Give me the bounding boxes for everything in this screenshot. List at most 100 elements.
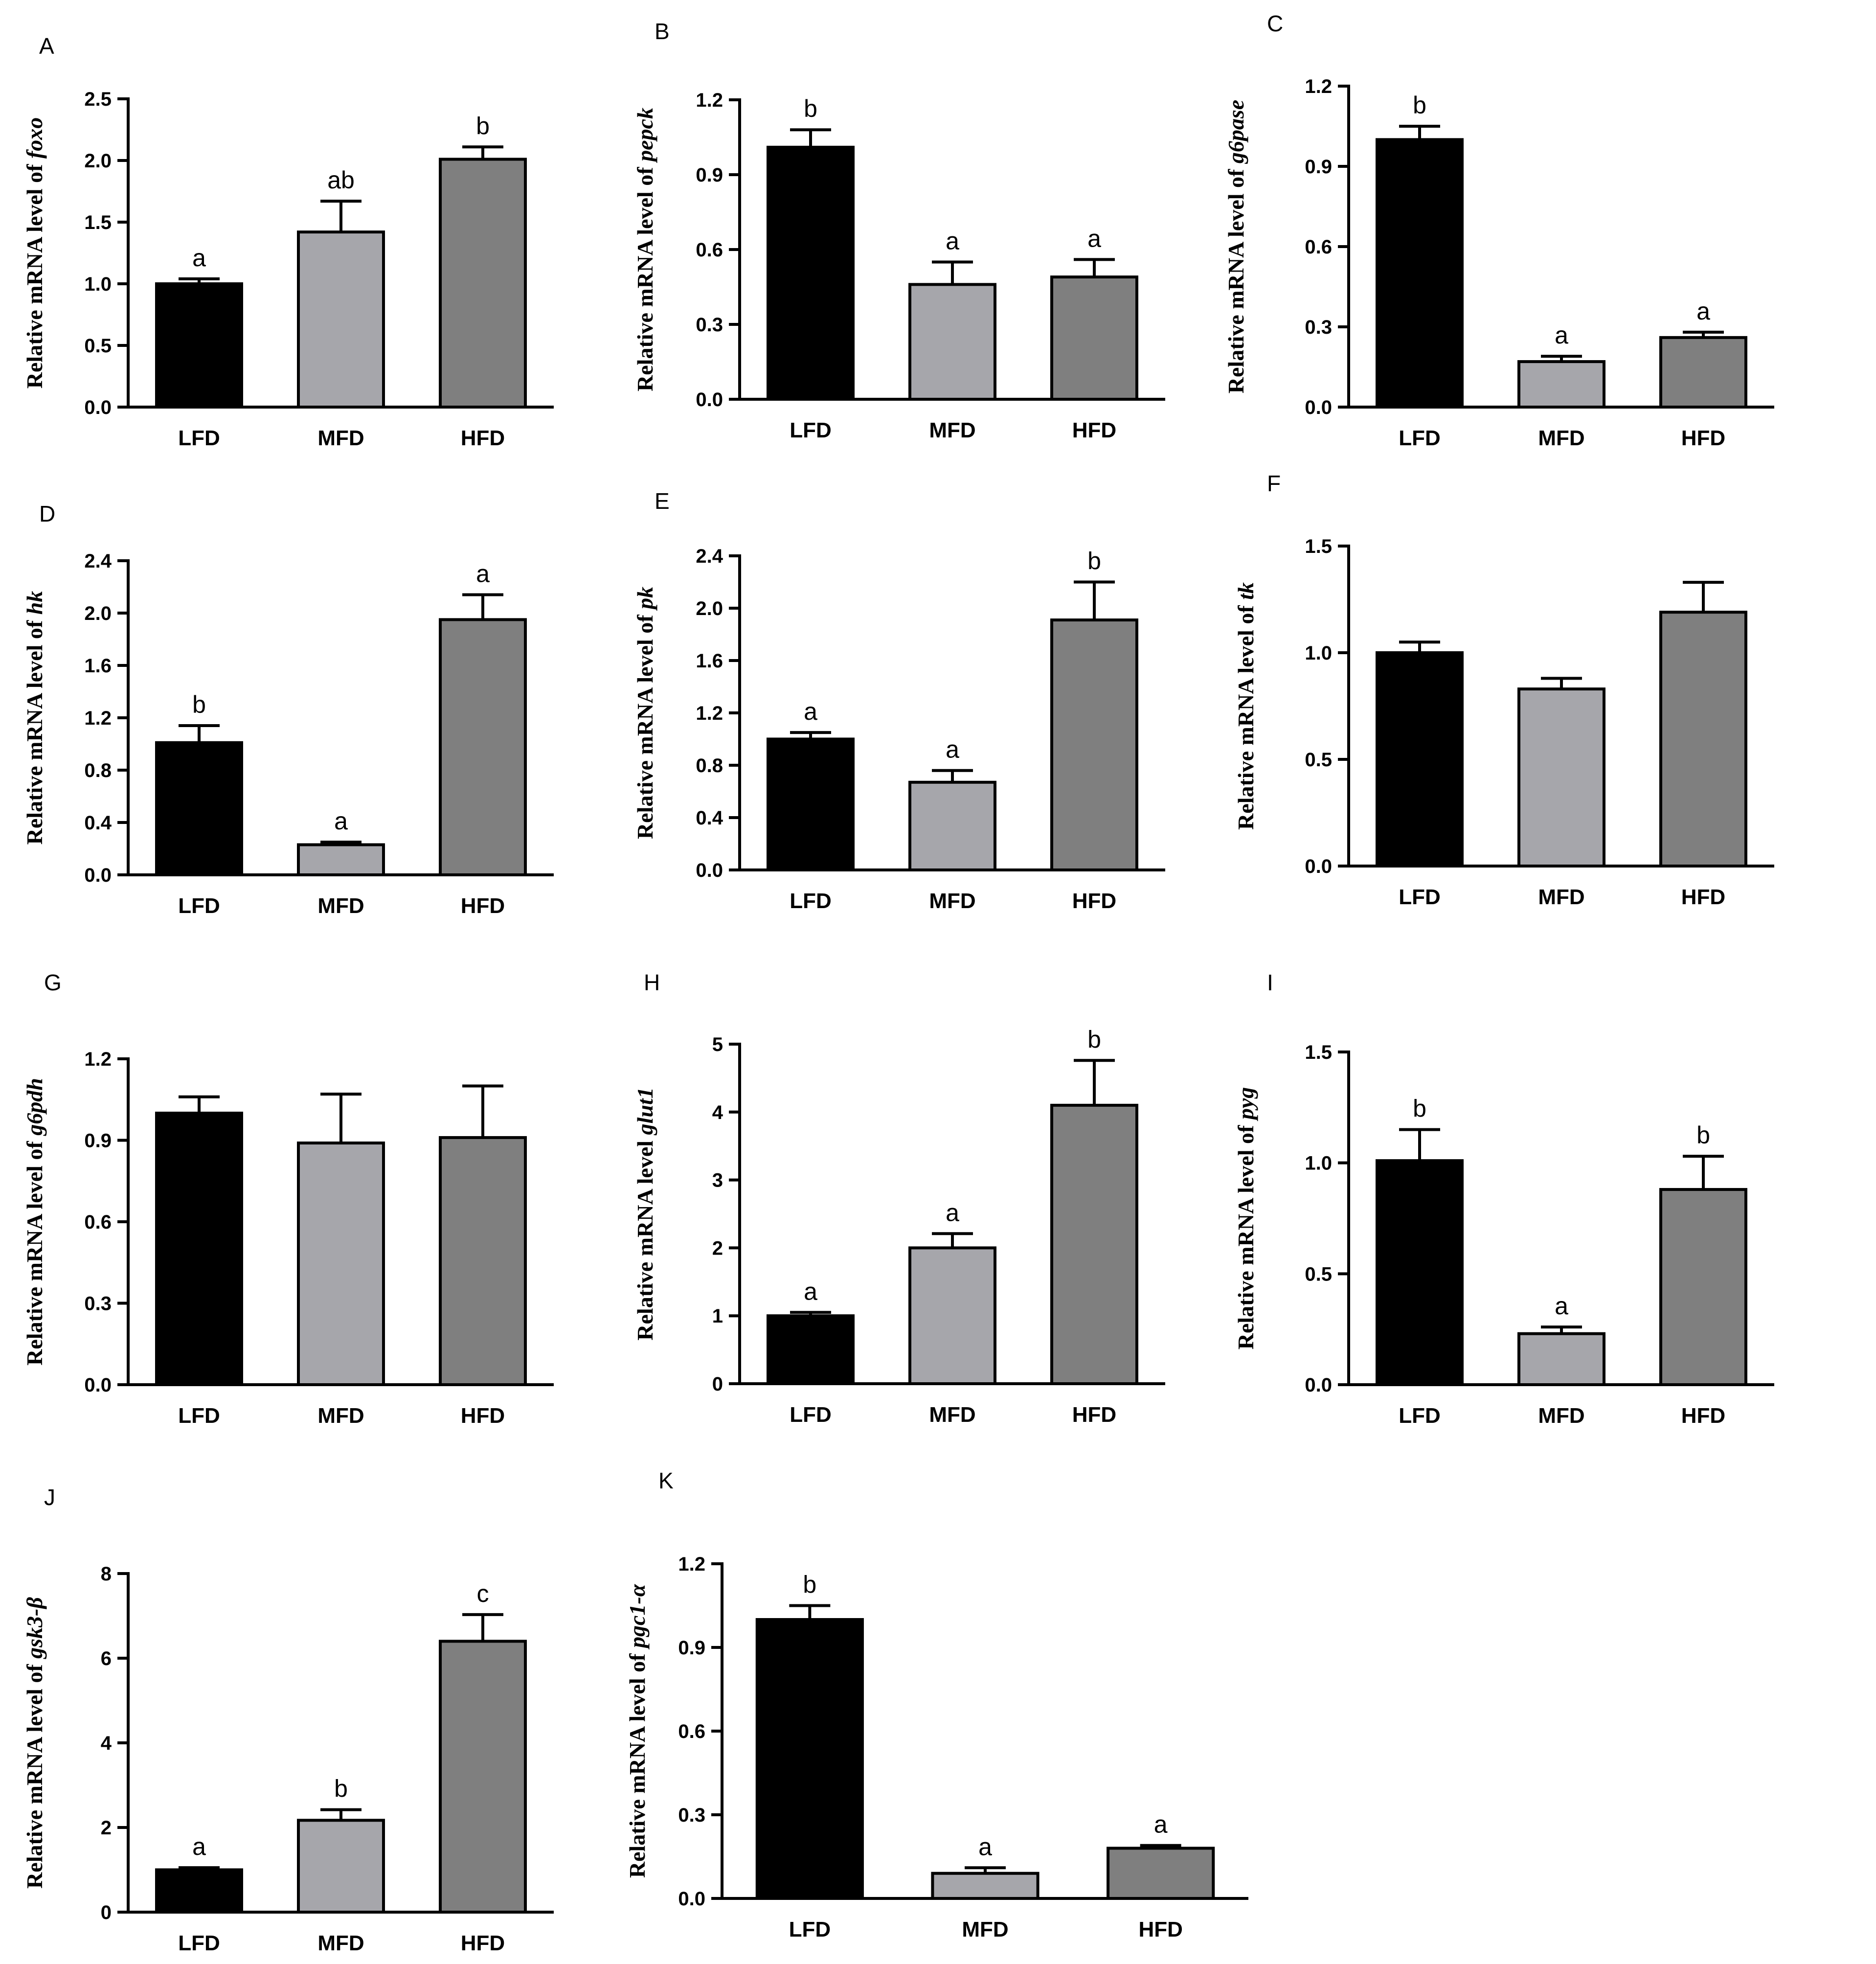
bar-mfd [297,1142,385,1387]
y-tick-label: 1.5 [84,212,112,233]
y-axis-label-text: Relative mRNA level of [1233,600,1258,830]
x-tick-label: MFD [317,426,364,450]
y-tick-label: 2.0 [696,598,723,619]
significance-letter: b [334,1775,348,1803]
y-axis-label-text: Relative mRNA level of [1233,1119,1258,1349]
bar-mfd [297,1819,385,1914]
x-tick-label: LFD [789,1918,831,1941]
y-axis-label: Relative mRNA level of pepck [633,108,657,391]
panel-letter: H [644,970,660,995]
significance-letter: b [192,691,206,718]
gene-name: gsk3-β [22,1597,47,1659]
x-tick-label: HFD [1681,885,1725,909]
gene-name: pyg [1233,1087,1258,1121]
y-axis-label: Relative mRNA level of gsk3-β [22,1597,47,1889]
panel-f: F 0.0 0.5 1.0 1.5 Relative mRNA level of tk LF… [1233,471,1774,909]
y-tick-label: 1.0 [1305,1153,1332,1174]
y-tick-label: 2.0 [84,150,112,172]
x-tick-label: MFD [1538,885,1584,909]
x-tick-label: LFD [1399,1404,1441,1428]
x-tick-label: HFD [1072,889,1116,913]
y-tick-label: 0.0 [1305,856,1332,877]
significance-letter: b [1413,91,1426,119]
gene-name: glut1 [633,1087,657,1135]
x-tick-label: HFD [461,426,505,450]
y-tick-label: 1.2 [84,708,112,729]
bar-hfd [1659,611,1747,868]
y-tick-label: 0.3 [1305,317,1332,338]
y-axis-label-text: Relative mRNA level of [22,1659,47,1889]
y-tick-label: 1.2 [1305,76,1332,97]
y-tick-label: 0.6 [84,1211,112,1233]
x-tick-label: LFD [178,1404,220,1428]
panel-a: A 0.0 0.5 1.0 1.5 2.0 2.5 Relative mRNA level o… [22,33,554,450]
bar-mfd [1517,1332,1605,1387]
x-tick-label: LFD [178,426,220,450]
panel-g: G 0.0 0.3 0.6 0.9 1.2 Relative mRNA level of g… [22,970,554,1428]
bar-mfd [908,1246,996,1385]
x-tick-label: LFD [790,1403,832,1427]
y-tick-label: 0.0 [1305,397,1332,418]
y-axis-label-text: Relative mRNA level of [625,1648,650,1878]
y-tick-label: 4 [101,1733,112,1754]
x-tick-label: HFD [1681,1404,1725,1428]
gene-name: tk [1233,582,1258,600]
significance-letter: ab [327,166,355,194]
y-tick-label: 2.0 [84,603,112,624]
x-tick-label: MFD [1538,1404,1584,1428]
y-tick-label: 0 [712,1373,723,1395]
significance-letter: a [334,807,348,835]
y-axis-label: Relative mRNA level of pgc1-α [625,1583,650,1878]
y-tick-label: 0.0 [1305,1374,1332,1396]
y-axis-label: Relative mRNA level of g6pdh [22,1078,47,1366]
panel-letter: G [44,970,62,995]
bar-hfd [1659,1188,1747,1386]
x-tick-label: MFD [929,418,975,442]
significance-letter: b [1696,1121,1710,1149]
bar-lfd [767,737,855,871]
bar-lfd [155,282,243,409]
significance-letter: b [476,112,490,139]
significance-letter: a [1154,1811,1168,1838]
y-tick-label: 0.3 [678,1804,705,1826]
panel-k: K 0.0 0.3 0.6 0.9 1.2 Relative mRNA level of p… [625,1468,1248,1941]
gene-name: pk [633,587,657,611]
bar-lfd [767,145,855,401]
panel-letter: I [1267,970,1273,995]
y-axis-label-text: Relative mRNA level of [22,159,47,388]
y-tick-label: 0.5 [1305,749,1332,771]
x-tick-label: MFD [317,1404,364,1428]
y-tick-label: 1.5 [1305,536,1332,557]
y-tick-label: 4 [712,1102,723,1123]
y-tick-label: 1.2 [678,1553,705,1575]
panel-j: J 0 2 4 6 8 Relative mRNA level of gsk3-β a LFD b… [22,1484,554,1955]
x-tick-label: MFD [317,894,364,918]
y-axis-label-text: Relative mRNA level of [1223,163,1248,393]
panel-letter: K [658,1468,674,1493]
gene-name: hk [22,591,47,615]
panel-letter: D [39,501,55,526]
gene-name: pepck [633,108,657,163]
bar-mfd [1517,360,1605,409]
significance-letter: b [804,95,817,122]
x-tick-label: MFD [929,889,975,913]
y-tick-label: 1.0 [84,274,112,295]
bar-mfd [931,1872,1040,1900]
y-tick-label: 5 [712,1034,723,1055]
y-tick-label: 0.0 [696,860,723,881]
y-axis-label: Relative mRNA level of pyg [1233,1087,1258,1350]
bar-mfd [297,843,385,876]
y-axis-label-text: Relative mRNA level of [633,609,657,839]
panel-e: E 0.0 0.4 0.8 1.2 1.6 2.0 2.4 Relative mRNA leve… [633,488,1165,913]
x-tick-label: LFD [1399,885,1441,909]
y-tick-label: 0.4 [696,807,723,829]
y-tick-label: 6 [101,1648,112,1669]
significance-letter: a [192,1833,206,1860]
x-tick-label: LFD [790,418,832,442]
x-tick-label: LFD [178,1931,220,1955]
y-axis-label: Relative mRNA level of hk [22,591,47,845]
x-tick-label: LFD [1399,426,1441,450]
y-axis-label-text: Relative mRNA level of [633,161,657,391]
significance-letter: a [946,736,959,763]
